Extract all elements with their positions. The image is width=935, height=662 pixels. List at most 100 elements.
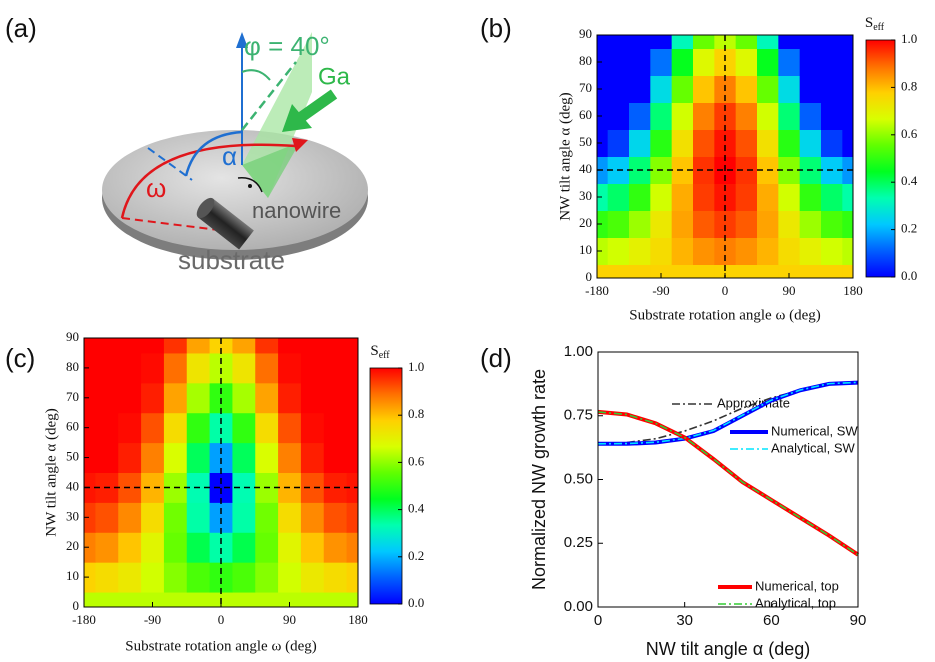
heat-cell bbox=[757, 48, 779, 76]
heat-cell bbox=[255, 562, 279, 593]
heat-cell bbox=[799, 237, 822, 265]
nanowire-top bbox=[196, 197, 215, 219]
heat-cell bbox=[821, 48, 843, 76]
x-tick-label: -180 bbox=[72, 612, 96, 627]
substrate-label: substrate bbox=[178, 245, 285, 275]
heat-cell bbox=[255, 382, 279, 414]
heat-cell bbox=[118, 338, 142, 354]
colorbar-tick-label: 0.2 bbox=[408, 548, 424, 563]
heat-cell bbox=[141, 338, 165, 354]
heat-cell bbox=[597, 183, 609, 211]
y-tick-label: 1.00 bbox=[564, 343, 593, 360]
y-tick-label: 0.25 bbox=[564, 534, 593, 551]
heat-cell bbox=[671, 102, 694, 130]
y-tick-label: 70 bbox=[66, 389, 79, 404]
heat-cell bbox=[799, 129, 822, 157]
heat-cell bbox=[95, 592, 119, 608]
heat-cell bbox=[714, 210, 737, 238]
heat-cell bbox=[255, 412, 279, 444]
heat-cell bbox=[597, 48, 609, 76]
heat-cell bbox=[232, 442, 256, 473]
heat-cell bbox=[278, 562, 302, 593]
heat-cell bbox=[757, 183, 779, 211]
y-tick-label: 10 bbox=[66, 568, 79, 583]
heat-cell bbox=[255, 532, 279, 563]
heat-cell bbox=[255, 502, 279, 533]
heat-cell bbox=[671, 237, 694, 265]
y-tick-label: 80 bbox=[579, 53, 592, 68]
y-axis-label: Normalized NW growth rate bbox=[529, 369, 549, 590]
omega-ref bbox=[121, 217, 219, 231]
heat-cell bbox=[141, 502, 165, 533]
heat-cell bbox=[671, 75, 694, 103]
x-axis-label: NW tilt angle α (deg) bbox=[646, 639, 810, 659]
heat-cell bbox=[84, 352, 96, 384]
heat-cell bbox=[323, 352, 348, 384]
heat-cell bbox=[118, 352, 142, 384]
heat-cell bbox=[232, 502, 256, 533]
heat-cell bbox=[118, 532, 142, 563]
heat-cell bbox=[209, 562, 233, 593]
x-tick-label: 90 bbox=[783, 283, 796, 298]
heat-cell bbox=[163, 352, 188, 384]
y-tick-label: 50 bbox=[66, 449, 79, 464]
heat-cell bbox=[84, 338, 96, 354]
heat-cell bbox=[821, 183, 843, 211]
heat-cell bbox=[693, 48, 715, 76]
heat-cell bbox=[778, 48, 801, 76]
heat-cell bbox=[650, 237, 673, 265]
heat-cell bbox=[186, 502, 211, 533]
heat-cell bbox=[323, 338, 348, 354]
colorbar-title-main: S bbox=[865, 15, 873, 31]
heat-cell bbox=[650, 129, 673, 157]
plot-frame bbox=[597, 351, 859, 608]
y-tick-label: 80 bbox=[66, 359, 79, 374]
heat-cell bbox=[629, 102, 651, 130]
heat-cell bbox=[629, 129, 651, 157]
heat-cell bbox=[799, 48, 822, 76]
heat-cell bbox=[821, 129, 843, 157]
heat-cell bbox=[232, 352, 256, 384]
y-tick-label: 0.00 bbox=[564, 598, 593, 615]
heat-cell bbox=[141, 472, 165, 503]
legend-label: Analytical, SW bbox=[771, 440, 856, 455]
heat-cell bbox=[300, 502, 325, 533]
heat-cell bbox=[693, 210, 715, 238]
heat-cell bbox=[118, 562, 142, 593]
heat-cell bbox=[84, 502, 96, 533]
heat-cell bbox=[141, 592, 165, 608]
y-axis-label: NW tilt angle α (deg) bbox=[43, 408, 59, 536]
y-tick-label: 40 bbox=[66, 478, 79, 493]
heat-cell bbox=[209, 442, 233, 473]
heat-cell bbox=[842, 75, 854, 103]
heat-cell bbox=[232, 592, 256, 608]
legend-label: Numerical, SW bbox=[771, 423, 858, 438]
y-tick-label: 90 bbox=[66, 329, 79, 344]
heat-cell bbox=[209, 412, 233, 444]
colorbar-tick-label: 0.0 bbox=[901, 268, 917, 283]
heat-cell bbox=[799, 183, 822, 211]
omega-label: ω bbox=[146, 173, 166, 203]
heat-cell bbox=[778, 264, 801, 279]
y-axis-label: NW tilt angle α (deg) bbox=[557, 92, 573, 220]
y-tick-label: 0 bbox=[73, 598, 80, 613]
heat-cell bbox=[597, 210, 609, 238]
right-angle-dot bbox=[248, 184, 252, 188]
normal-arrowhead bbox=[236, 32, 248, 48]
heat-cell bbox=[163, 592, 188, 608]
heat-cell bbox=[300, 352, 325, 384]
heat-cell bbox=[671, 210, 694, 238]
y-tick-label: 50 bbox=[579, 134, 592, 149]
colorbar-tick-label: 1.0 bbox=[408, 359, 424, 374]
colorbar-tick-label: 0.8 bbox=[408, 406, 424, 421]
heat-cell bbox=[693, 264, 715, 279]
right-angle-arc bbox=[237, 177, 263, 193]
heat-cell bbox=[255, 442, 279, 473]
colorbar-tick-label: 0.0 bbox=[408, 595, 424, 610]
y-tick-label: 30 bbox=[66, 508, 79, 523]
panel-label: (b) bbox=[480, 13, 512, 43]
heat-cell bbox=[95, 338, 119, 354]
heat-cell bbox=[300, 472, 325, 503]
heat-cell bbox=[141, 532, 165, 563]
heat-cell bbox=[84, 382, 96, 414]
